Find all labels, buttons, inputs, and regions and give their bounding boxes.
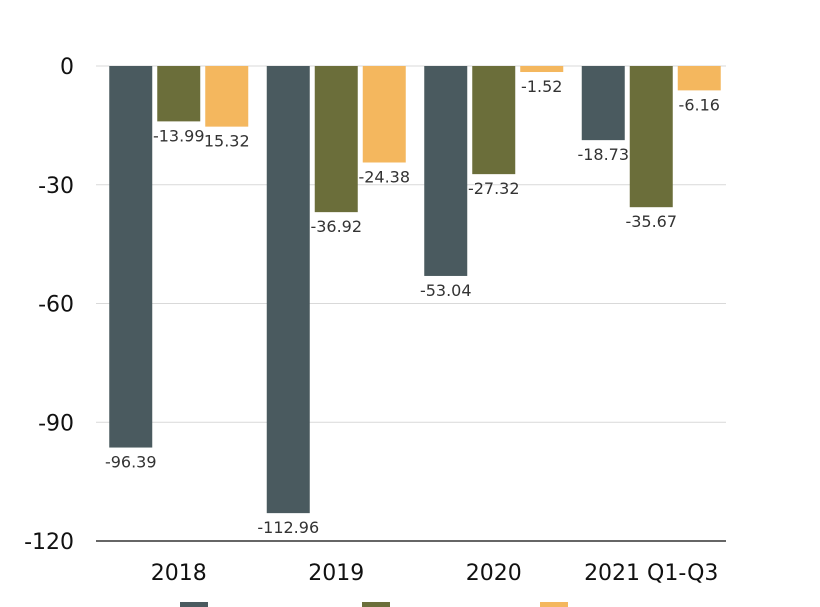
bar bbox=[677, 66, 721, 91]
bar bbox=[520, 66, 564, 73]
bar bbox=[314, 66, 358, 213]
y-tick-label: -120 bbox=[24, 530, 74, 555]
x-tick-label: 2019 bbox=[308, 561, 364, 586]
data-label: -36.92 bbox=[310, 217, 362, 236]
legend-swatch bbox=[362, 602, 390, 607]
y-tick-label: 0 bbox=[60, 55, 74, 80]
data-label: 15.32 bbox=[204, 132, 250, 151]
legend-swatch bbox=[180, 602, 208, 607]
bar bbox=[109, 66, 153, 448]
bar bbox=[266, 66, 310, 514]
data-label: -112.96 bbox=[257, 518, 319, 537]
y-tick-label: -30 bbox=[38, 174, 74, 199]
bar bbox=[157, 66, 201, 122]
data-label: -1.52 bbox=[521, 77, 562, 96]
bar bbox=[581, 66, 625, 141]
x-tick-label: 2021 Q1-Q3 bbox=[584, 561, 718, 586]
data-label: -24.38 bbox=[358, 168, 410, 187]
bar bbox=[362, 66, 406, 163]
bar bbox=[424, 66, 468, 276]
x-tick-label: 2020 bbox=[466, 561, 522, 586]
bar bbox=[472, 66, 516, 175]
data-label: -53.04 bbox=[420, 281, 472, 300]
bar bbox=[205, 66, 249, 127]
data-label: -13.99 bbox=[153, 126, 205, 145]
data-label: -96.39 bbox=[105, 453, 157, 472]
data-label: -6.16 bbox=[679, 95, 720, 114]
y-tick-label: -90 bbox=[38, 411, 74, 436]
legend-swatch bbox=[540, 602, 568, 607]
data-label: -35.67 bbox=[625, 212, 677, 231]
data-label: -18.73 bbox=[577, 145, 629, 164]
x-tick-label: 2018 bbox=[151, 561, 207, 586]
data-label: -27.32 bbox=[468, 179, 520, 198]
y-tick-label: -60 bbox=[38, 293, 74, 318]
bar bbox=[629, 66, 673, 208]
